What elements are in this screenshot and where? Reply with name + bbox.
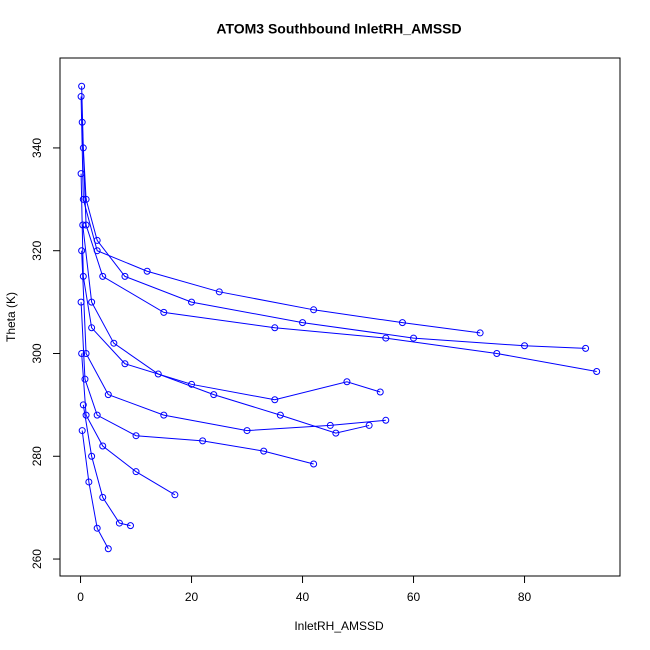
point: [85, 478, 93, 486]
point: [271, 396, 279, 404]
point: [582, 344, 590, 352]
profile-line: [82, 224, 370, 434]
point: [93, 247, 101, 255]
profile-line: [81, 86, 586, 349]
point: [88, 324, 96, 332]
plot-frame: [59, 57, 621, 577]
point: [82, 349, 90, 357]
point: [410, 334, 418, 342]
point: [93, 524, 101, 532]
point: [82, 411, 90, 419]
point: [78, 82, 86, 90]
x-axis-label: InletRH_AMSSD: [294, 619, 384, 633]
point: [382, 334, 390, 342]
point: [78, 427, 86, 435]
point: [126, 522, 134, 530]
chart-title: ATOM3 Southbound InletRH_AMSSD: [216, 21, 461, 37]
point: [326, 421, 334, 429]
point: [215, 288, 223, 296]
point: [476, 329, 484, 337]
point: [88, 452, 96, 460]
point: [110, 339, 118, 347]
point: [154, 370, 162, 378]
point: [104, 391, 112, 399]
point: [121, 272, 129, 280]
point: [271, 324, 279, 332]
point: [188, 380, 196, 388]
x-tick-label: 40: [296, 590, 310, 604]
x-tick-label: 0: [77, 590, 84, 604]
profile-line: [80, 96, 481, 334]
point: [104, 545, 112, 553]
y-tick-label: 320: [30, 240, 44, 260]
point: [93, 411, 101, 419]
point: [99, 493, 107, 501]
profile-line: [80, 302, 314, 465]
point: [243, 427, 251, 435]
point: [276, 411, 284, 419]
point: [398, 319, 406, 327]
point: [79, 401, 87, 409]
y-tick-label: 260: [30, 549, 44, 569]
point: [310, 460, 318, 468]
point: [88, 298, 96, 306]
point: [493, 349, 501, 357]
point: [199, 437, 207, 445]
point: [132, 432, 140, 440]
point: [376, 388, 384, 396]
point: [115, 519, 123, 527]
point: [78, 247, 86, 255]
y-tick-label: 300: [30, 343, 44, 363]
point: [81, 375, 89, 383]
point: [365, 421, 373, 429]
point: [160, 308, 168, 316]
profile-line: [82, 404, 131, 527]
point: [77, 170, 85, 178]
point: [99, 442, 107, 450]
profile-line: [81, 430, 109, 550]
point: [260, 447, 268, 455]
point: [332, 429, 340, 437]
profile-line: [81, 353, 176, 496]
y-tick-label: 280: [30, 446, 44, 466]
point: [521, 342, 529, 350]
y-tick-label: 340: [30, 138, 44, 158]
point: [78, 349, 86, 357]
point: [310, 306, 318, 314]
y-axis-label: Theta (K): [4, 292, 18, 342]
point: [210, 391, 218, 399]
point: [593, 367, 601, 375]
point: [132, 468, 140, 476]
point: [160, 411, 168, 419]
profile-line: [81, 122, 597, 372]
point: [171, 491, 179, 499]
point: [343, 378, 351, 386]
point: [79, 221, 87, 229]
point: [299, 319, 307, 327]
point: [77, 93, 85, 101]
point: [121, 360, 129, 368]
x-tick-label: 80: [518, 590, 532, 604]
point: [143, 267, 151, 275]
point: [77, 298, 85, 306]
point: [99, 272, 107, 280]
point: [79, 195, 87, 203]
point: [188, 298, 196, 306]
point: [382, 416, 390, 424]
x-tick-label: 20: [185, 590, 199, 604]
x-tick-label: 60: [407, 590, 421, 604]
profile-line: [81, 250, 386, 432]
